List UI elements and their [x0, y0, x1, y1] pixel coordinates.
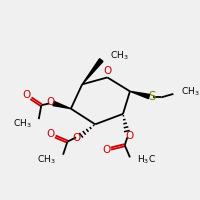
- Polygon shape: [82, 59, 103, 84]
- Text: O: O: [103, 66, 111, 76]
- Text: O: O: [102, 145, 111, 155]
- Text: CH$_3$: CH$_3$: [13, 117, 32, 130]
- Polygon shape: [130, 91, 150, 99]
- Text: CH$_3$: CH$_3$: [181, 86, 200, 98]
- Text: O: O: [73, 133, 81, 143]
- Text: CH$_3$: CH$_3$: [37, 154, 56, 166]
- Text: O: O: [22, 90, 31, 100]
- Text: CH$_3$: CH$_3$: [110, 49, 129, 62]
- Text: O: O: [126, 131, 134, 141]
- Text: O: O: [47, 129, 55, 139]
- Text: H$_3$C: H$_3$C: [137, 154, 156, 166]
- Polygon shape: [53, 101, 71, 109]
- Text: S: S: [148, 90, 155, 103]
- Text: O: O: [46, 97, 54, 107]
